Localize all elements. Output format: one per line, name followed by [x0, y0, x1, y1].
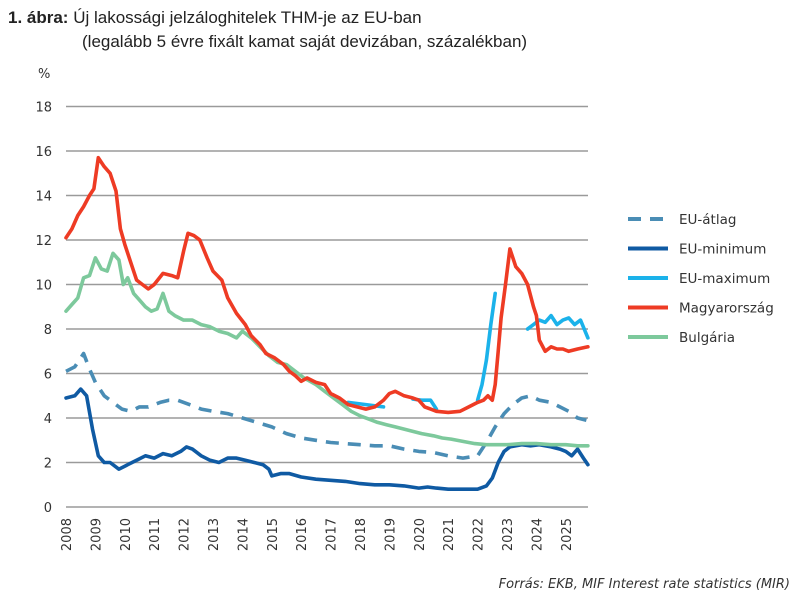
- x-tick-label: 2022: [472, 518, 487, 551]
- x-tick-label: 2016: [295, 518, 310, 551]
- chart-title: 1. ábra: Új lakossági jelzáloghitelek TH…: [8, 6, 527, 54]
- legend-label: EU-maximum: [679, 271, 770, 287]
- legend-item: EU-minimum: [628, 242, 766, 258]
- y-tick-label: 18: [35, 101, 52, 116]
- legend-item: EU-átlag: [628, 212, 736, 228]
- y-axis-ticks: 0 2 4 6 8 10 12 14 16 18: [35, 101, 52, 517]
- series-line-bulgária: [64, 251, 590, 448]
- x-tick-label: 2015: [266, 518, 281, 551]
- series-lines: [64, 155, 590, 491]
- x-tick-label: 2021: [442, 518, 457, 551]
- x-tick-label: 2018: [354, 518, 369, 551]
- legend-item: EU-maximum: [628, 271, 770, 287]
- x-tick-label: 2010: [119, 518, 134, 551]
- legend-label: Bulgária: [679, 330, 735, 346]
- x-axis-ticks: 2008 2009 2010 2011 2012 2013 2014 2015 2016 2017…: [60, 518, 575, 551]
- x-tick-label: 2019: [383, 518, 398, 551]
- figure-label: 1. ábra:: [8, 8, 69, 27]
- legend-item: Bulgária: [628, 330, 735, 346]
- y-tick-label: 4: [44, 412, 52, 427]
- series-line-eu-maximum-2: [475, 291, 497, 402]
- legend-label: Magyarország: [679, 301, 774, 317]
- x-tick-label: 2012: [178, 518, 193, 551]
- x-tick-label: 2024: [530, 518, 545, 551]
- source-note: Forrás: EKB, MIF Interest rate statistic…: [498, 577, 790, 592]
- x-tick-label: 2009: [89, 518, 104, 551]
- y-tick-label: 10: [35, 279, 52, 294]
- y-tick-label: 0: [44, 501, 52, 516]
- series-line-eu-átlag: [65, 351, 587, 460]
- y-tick-label: 12: [35, 234, 52, 249]
- x-tick-label: 2025: [560, 518, 575, 551]
- x-tick-label: 2008: [60, 518, 75, 551]
- x-tick-label: 2014: [236, 518, 251, 551]
- y-tick-label: 8: [44, 323, 52, 338]
- y-tick-label: 14: [35, 190, 52, 205]
- y-axis-unit-label: %: [38, 67, 50, 82]
- series-line-eu-minimum: [64, 387, 590, 491]
- legend: EU-átlag EU-minimum EU-maximum Magyarország…: [628, 212, 774, 346]
- legend-label: EU-átlag: [679, 212, 736, 228]
- x-tick-label: 2017: [325, 518, 340, 551]
- y-tick-label: 2: [44, 457, 52, 472]
- series-line-magyarország: [64, 155, 590, 415]
- y-tick-label: 16: [35, 145, 52, 160]
- x-tick-label: 2020: [413, 518, 428, 551]
- x-tick-label: 2023: [501, 518, 516, 551]
- x-tick-label: 2011: [148, 518, 163, 551]
- legend-label: EU-minimum: [679, 242, 766, 258]
- x-tick-label: 2013: [207, 518, 222, 551]
- legend-item: Magyarország: [628, 301, 774, 317]
- title-line-1: Új lakossági jelzáloghitelek THM-je az E…: [73, 8, 422, 27]
- title-line-2: (legalább 5 évre fixált kamat saját devi…: [82, 32, 528, 51]
- y-tick-label: 6: [44, 368, 52, 383]
